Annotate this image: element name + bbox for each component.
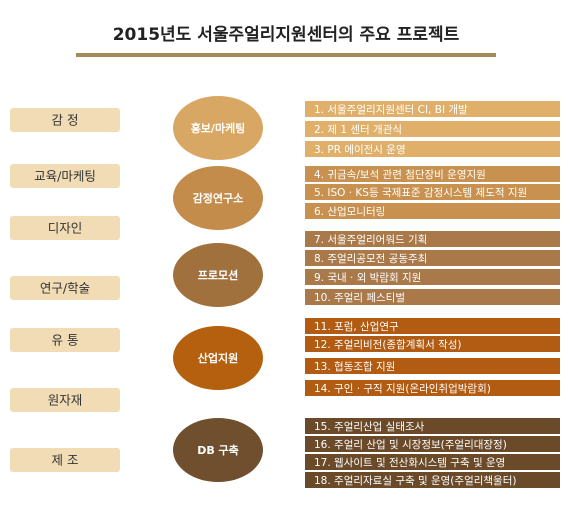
project-label: 3. PR 에이전시 운영 bbox=[314, 144, 406, 156]
group-ellipse bbox=[173, 326, 263, 390]
project-label: 16. 주얼리 산업 및 시장정보(주얼리대장정) bbox=[314, 438, 507, 451]
group-label: 홍보/마케팅 bbox=[191, 121, 246, 135]
project-label: 11. 포럼, 산업연구 bbox=[314, 320, 399, 333]
project-label: 17. 웹사이트 및 전산화시스템 구축 및 운영 bbox=[314, 457, 505, 469]
category-box bbox=[10, 328, 120, 352]
project-label: 5. ISO · KS등 국제표준 감정시스템 제도적 지원 bbox=[314, 187, 527, 199]
project-label: 4. 귀금속/보석 관련 첨단장비 운영지원 bbox=[314, 169, 486, 181]
project-box bbox=[305, 231, 560, 247]
group-label: 프로모션 bbox=[198, 269, 238, 282]
project-label: 9. 국내 · 외 박람회 지원 bbox=[314, 271, 421, 284]
project-box bbox=[305, 203, 560, 219]
project-box bbox=[305, 141, 560, 157]
project-box bbox=[305, 250, 560, 266]
title: 2015년도 서울주얼리지원센터의 주요 프로젝트 bbox=[113, 25, 460, 45]
group-label: 산업지원 bbox=[198, 351, 238, 365]
project-label: 18. 주얼리자료실 구축 및 운영(주얼리책울터) bbox=[314, 475, 516, 487]
project-label: 8. 주얼리공모전 공동주최 bbox=[314, 253, 427, 265]
project-box bbox=[305, 418, 560, 434]
project-box bbox=[305, 269, 560, 285]
group-ellipse bbox=[173, 418, 263, 482]
category-box bbox=[10, 164, 120, 188]
category-box bbox=[10, 216, 120, 240]
project-box bbox=[305, 358, 560, 374]
project-box bbox=[305, 289, 560, 305]
project-label: 10. 주얼리 페스티벌 bbox=[314, 292, 405, 304]
project-label: 1. 서울주얼리지원센터 CI, BI 개발 bbox=[314, 104, 468, 116]
category-label: 제 조 bbox=[52, 453, 79, 468]
project-label: 13. 협동조합 지원 bbox=[314, 360, 395, 373]
group-label: DB 구축 bbox=[197, 443, 239, 457]
category-label: 디자인 bbox=[48, 221, 83, 236]
project-box bbox=[305, 318, 560, 334]
group-ellipse bbox=[173, 166, 263, 230]
group-ellipse bbox=[173, 96, 263, 160]
project-box bbox=[305, 472, 560, 488]
project-label: 14. 구인 · 구직 지원(온라인취업박람회) bbox=[314, 382, 491, 395]
title-underline bbox=[76, 53, 496, 57]
category-label: 유 통 bbox=[52, 333, 79, 348]
project-box bbox=[305, 184, 560, 200]
project-box bbox=[305, 336, 560, 352]
project-label: 15. 주얼리산업 실태조사 bbox=[314, 420, 425, 433]
category-box bbox=[10, 388, 120, 412]
category-label: 교육/마케팅 bbox=[34, 169, 96, 184]
group-label: 감정연구소 bbox=[193, 191, 244, 205]
project-box bbox=[305, 380, 560, 396]
group-ellipse bbox=[173, 243, 263, 307]
project-label: 2. 제 1 센터 개관식 bbox=[314, 124, 402, 136]
category-box bbox=[10, 276, 120, 300]
project-box bbox=[305, 121, 560, 137]
category-box bbox=[10, 108, 120, 132]
project-label: 12. 주얼리비전(종합계획서 작성) bbox=[314, 339, 462, 351]
category-label: 원자재 bbox=[48, 393, 83, 408]
category-box bbox=[10, 448, 120, 472]
project-box bbox=[305, 101, 560, 117]
project-box bbox=[305, 166, 560, 182]
project-box bbox=[305, 454, 560, 470]
project-label: 7. 서울주얼리어워드 기획 bbox=[314, 233, 427, 246]
category-label: 연구/학술 bbox=[40, 281, 90, 296]
project-box bbox=[305, 436, 560, 452]
category-label: 감 정 bbox=[52, 113, 79, 128]
project-label: 6. 산업모니터링 bbox=[314, 205, 385, 218]
